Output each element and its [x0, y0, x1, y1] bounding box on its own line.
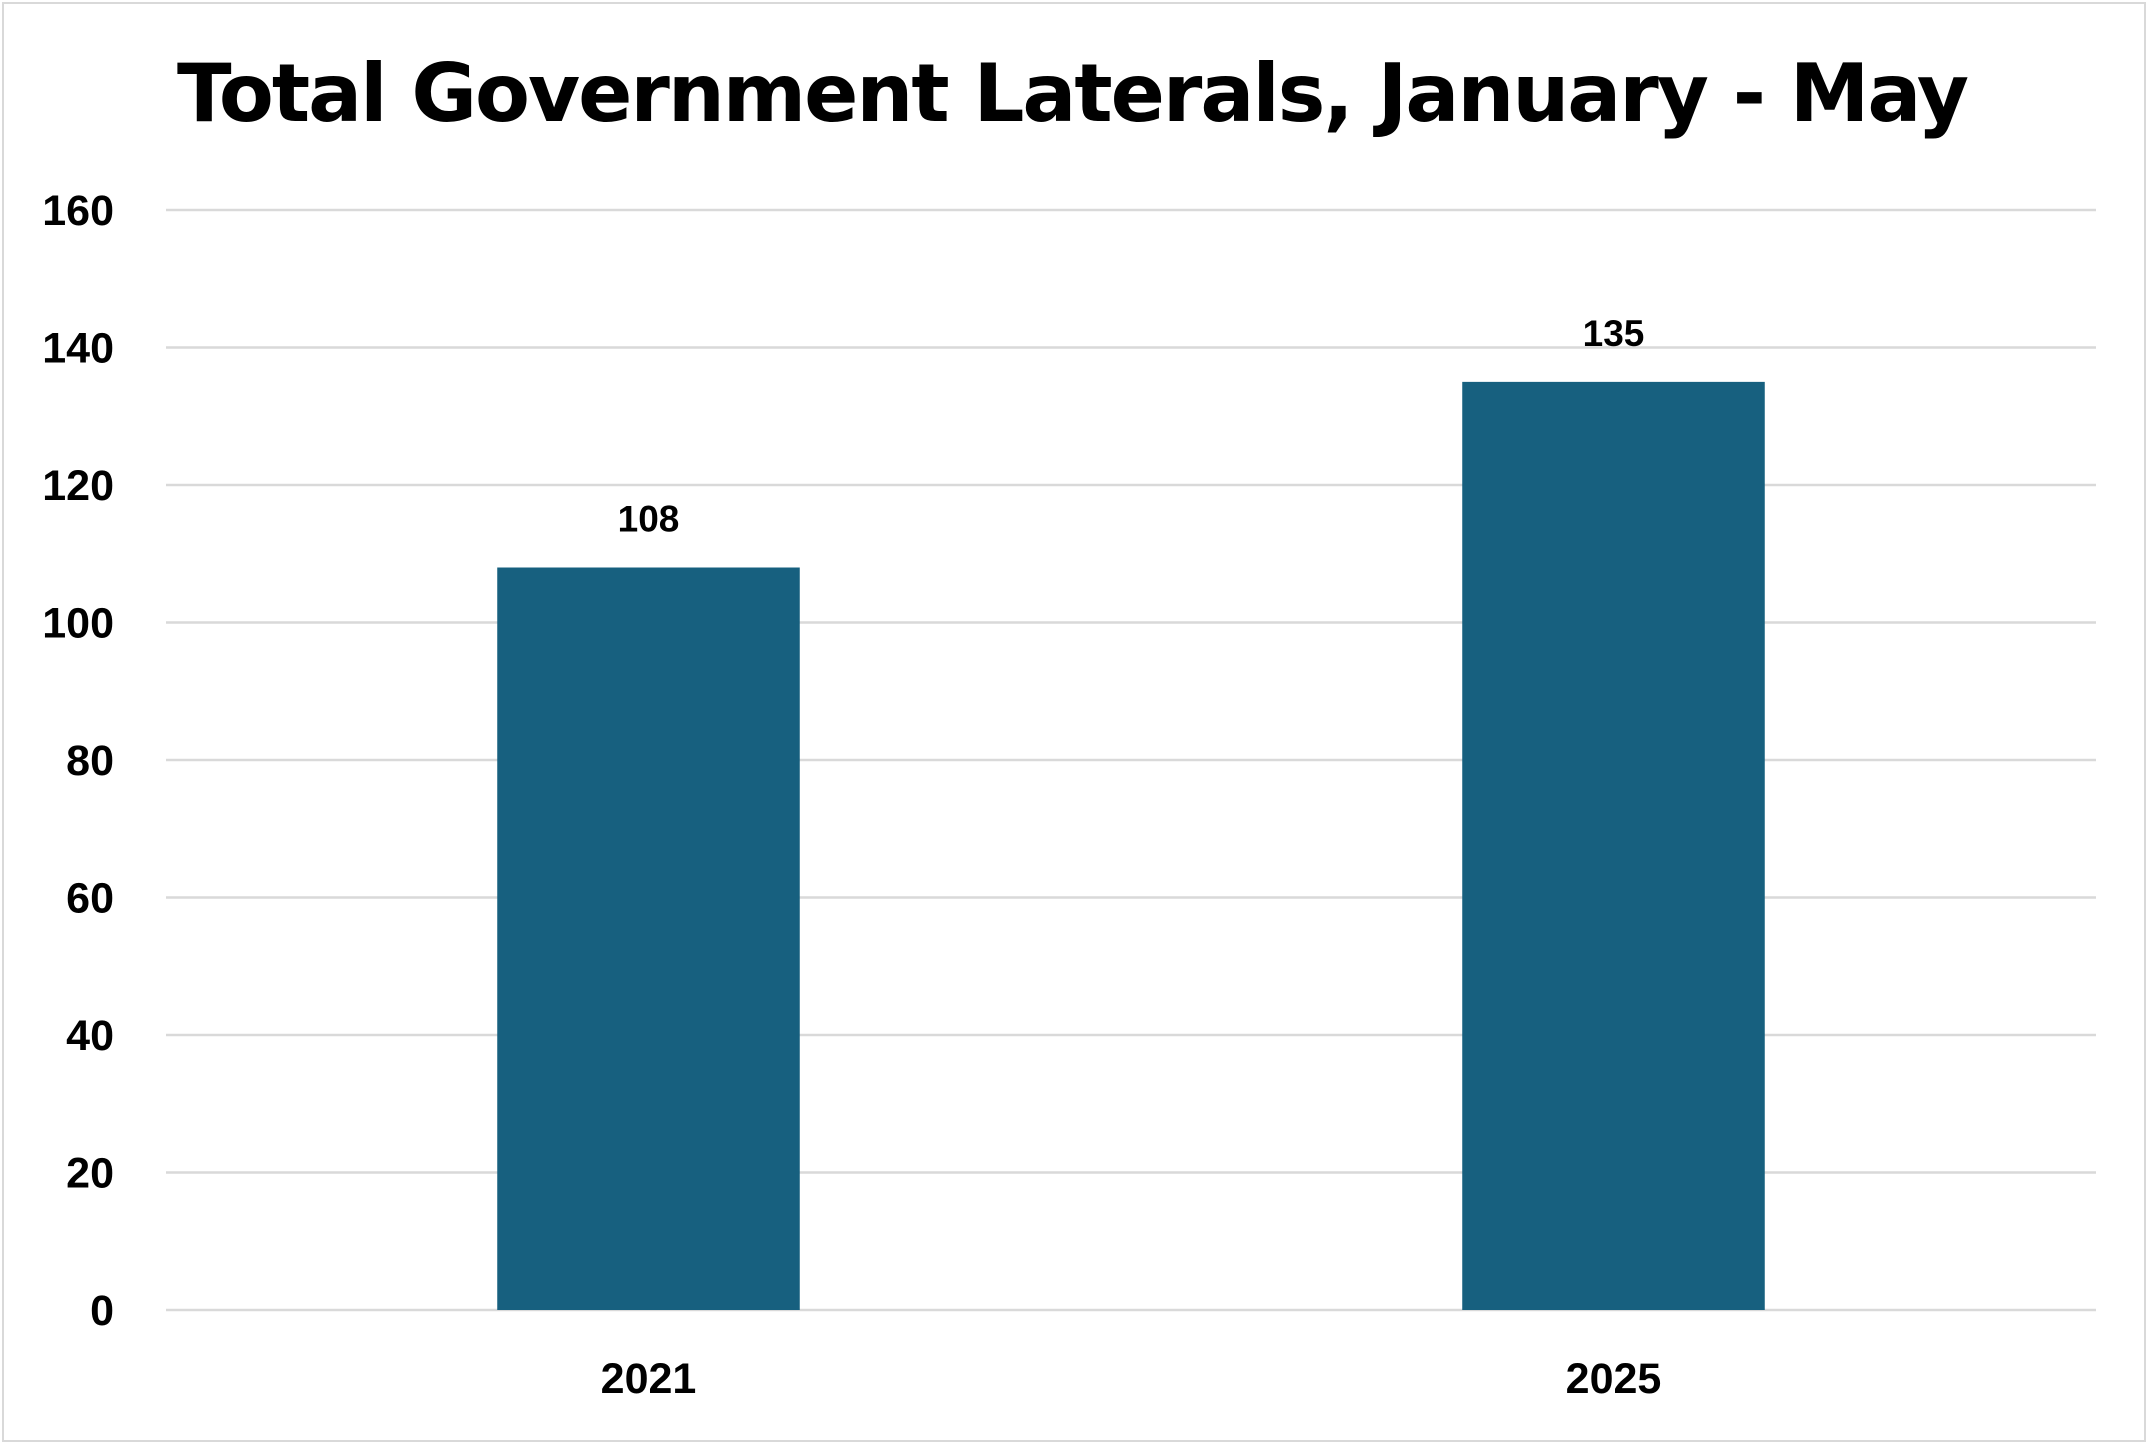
- x-tick-label-2021: 2021: [601, 1355, 697, 1403]
- y-tick-label-160: 160: [42, 187, 114, 235]
- x-axis-tick-labels: 2021 2025: [601, 1355, 1662, 1403]
- y-tick-label-40: 40: [66, 1012, 114, 1060]
- y-tick-label-0: 0: [90, 1287, 114, 1335]
- gridlines: [166, 208, 2096, 1312]
- data-label-2021: 108: [618, 499, 680, 540]
- x-tick-label-2025: 2025: [1566, 1355, 1662, 1403]
- y-axis-tick-labels: 0 20 40 60 80 100 120 140 160: [42, 187, 114, 1335]
- y-tick-label-120: 120: [42, 462, 114, 510]
- y-tick-label-60: 60: [66, 875, 114, 923]
- y-tick-label-100: 100: [42, 600, 114, 648]
- y-tick-label-80: 80: [66, 737, 114, 785]
- data-label-2025: 135: [1583, 313, 1645, 354]
- bar-2025: [1462, 381, 1765, 1310]
- y-tick-label-140: 140: [42, 325, 114, 373]
- chart-title: Total Government Laterals, January - May: [176, 47, 1969, 140]
- y-tick-label-20: 20: [66, 1150, 114, 1198]
- data-labels: 108 135: [618, 313, 1645, 540]
- bar-2021: [497, 567, 800, 1310]
- bars: [497, 381, 1765, 1310]
